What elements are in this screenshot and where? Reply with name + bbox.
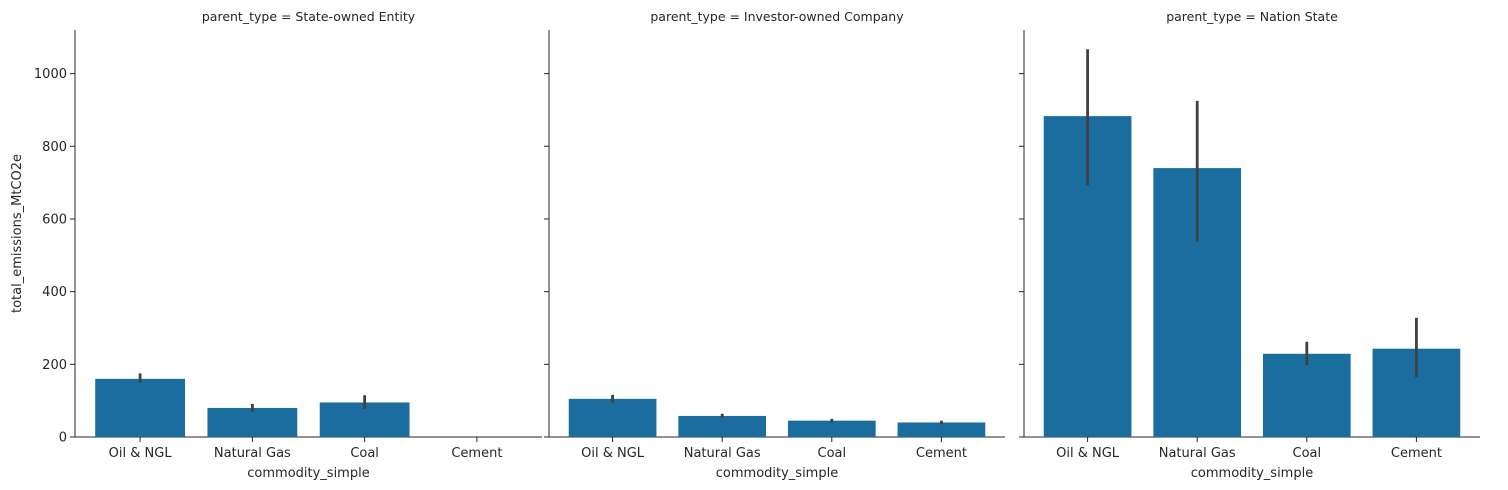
y-tick-label: 1000 <box>34 67 67 82</box>
facet-panel-3: parent_type = Nation State Oil & NGL Natur… <box>1019 9 1480 481</box>
x-tick-label: Natural Gas <box>214 446 291 461</box>
bar-oil-ngl <box>568 398 657 437</box>
bar-cement <box>897 422 986 437</box>
y-tick-label: 400 <box>42 285 67 300</box>
facet-title: parent_type = Investor-owned Company <box>650 9 904 24</box>
x-tick-label: Cement <box>451 446 502 461</box>
y-axis-label: total_emissions_MtCO2e <box>10 154 25 313</box>
bar-natural-gas <box>678 415 767 437</box>
bar-oil-ngl <box>95 378 186 437</box>
x-axis-label: commodity_simple <box>716 466 838 481</box>
x-tick-label: Cement <box>1391 446 1442 461</box>
x-tick-label: Coal <box>1293 446 1322 461</box>
x-tick-label: Coal <box>818 446 847 461</box>
x-tick-label: Oil & NGL <box>109 446 173 461</box>
facet-panel-1: parent_type = State-owned Entity 0 200 400 6… <box>10 9 542 481</box>
y-tick-label: 600 <box>42 212 67 227</box>
bar-coal <box>1262 353 1351 437</box>
x-tick-label: Cement <box>916 446 967 461</box>
y-tick-label: 200 <box>42 358 67 373</box>
x-tick-label: Oil & NGL <box>581 446 645 461</box>
x-axis-label: commodity_simple <box>1191 466 1313 481</box>
x-axis-label: commodity_simple <box>247 466 369 481</box>
y-tick-label: 0 <box>59 431 67 446</box>
x-tick-label: Natural Gas <box>684 446 761 461</box>
facet-title: parent_type = Nation State <box>1166 9 1338 24</box>
bar-coal <box>787 420 876 437</box>
bar-natural-gas <box>207 407 298 437</box>
x-tick-label: Natural Gas <box>1159 446 1236 461</box>
y-tick-label: 800 <box>42 140 67 155</box>
x-tick-label: Coal <box>350 446 379 461</box>
facet-panel-2: parent_type = Investor-owned Company Oil … <box>544 9 1005 481</box>
facet-title: parent_type = State-owned Entity <box>202 9 416 24</box>
x-tick-label: Oil & NGL <box>1056 446 1120 461</box>
